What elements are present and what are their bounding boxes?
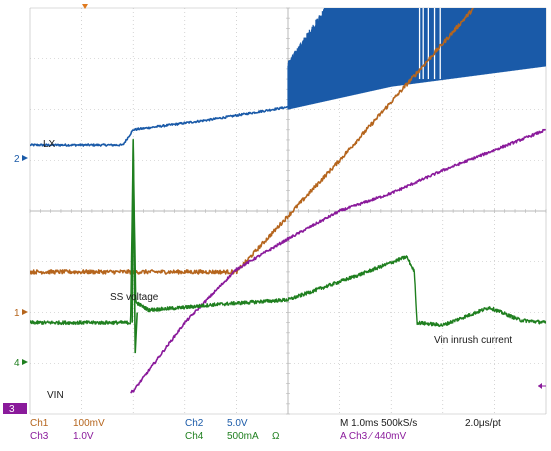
channel-1-ground-marker: 1 (14, 308, 28, 319)
ss-voltage-label: SS voltage (110, 292, 159, 303)
ch1-readout-label: Ch1 (30, 418, 49, 429)
vin-label: VIN (47, 390, 64, 401)
lx-trace (30, 106, 288, 147)
ss-voltage-trace (30, 8, 474, 275)
inrush-spike (131, 139, 138, 354)
ch2-readout-value: 5.0V (227, 418, 248, 429)
trigger-level-arrow (538, 383, 546, 389)
ch1-readout-value: 100mV (73, 418, 105, 429)
vin-inrush-current-label: Vin inrush current (434, 335, 512, 346)
resolution-readout: 2.0μs/pt (465, 418, 501, 429)
trace-layer (30, 8, 546, 394)
traces (30, 8, 546, 394)
ch4-impedance-symbol: Ω (272, 431, 280, 442)
vin-inrush-current-trace (30, 138, 546, 328)
ch2-readout-label: Ch2 (185, 418, 204, 429)
channel-2-ground-marker: 2 (14, 154, 28, 165)
ch3-readout-value: 1.0V (73, 431, 94, 442)
svg-text:2: 2 (14, 154, 20, 165)
lx-switching-envelope (287, 8, 546, 110)
ch4-readout-label: Ch4 (185, 431, 204, 442)
trigger-position-marker (82, 4, 88, 9)
svg-text:1: 1 (14, 308, 20, 319)
channel-3-ground-marker: 3 (3, 403, 27, 415)
channel-4-ground-marker: 4 (14, 358, 28, 369)
trigger-readout: A Ch3 ⁄ 440mV (340, 431, 406, 442)
channel-readout: Ch1 100mV Ch3 1.0V Ch2 5.0V Ch4 500mA Ω … (30, 418, 501, 442)
timebase-readout: M 1.0ms 500kS/s (340, 418, 417, 429)
ch4-readout-value: 500mA (227, 431, 259, 442)
svg-text:4: 4 (14, 358, 20, 369)
svg-text:3: 3 (9, 404, 15, 415)
ch3-readout-label: Ch3 (30, 431, 49, 442)
vin-trace (130, 128, 546, 394)
lx-label: LX (43, 139, 56, 150)
